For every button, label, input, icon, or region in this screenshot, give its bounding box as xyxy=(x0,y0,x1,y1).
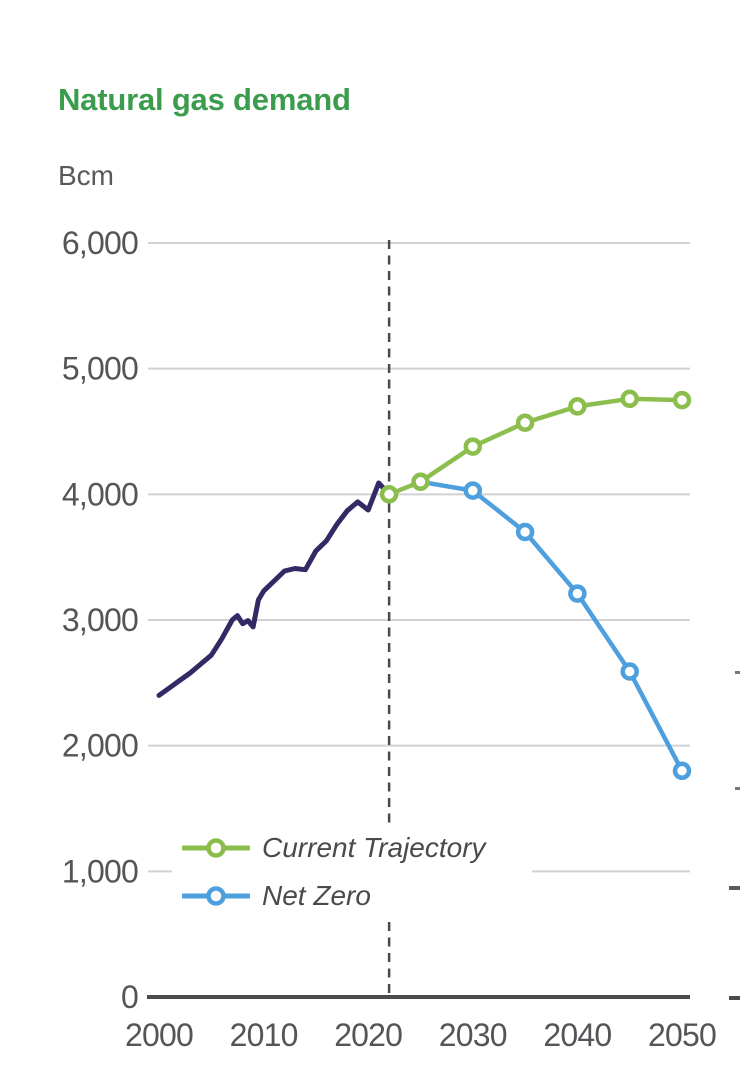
current-trajectory-data-point-marker xyxy=(515,413,535,432)
net-zero-data-point-marker xyxy=(568,584,587,603)
x-tick-label: 2020 xyxy=(334,1017,402,1053)
current-trajectory-line xyxy=(386,396,685,497)
historical-line xyxy=(156,480,392,698)
net-zero-data-point-marker xyxy=(515,522,535,542)
legend-item-current-trajectory: Current Trajectory xyxy=(182,826,532,870)
chart-title: Natural gas demand xyxy=(58,82,351,117)
current-trajectory-data-point-marker xyxy=(568,397,587,416)
y-tick-label: 2,000 xyxy=(62,728,138,764)
legend-item-net-zero: Net Zero xyxy=(182,874,532,918)
current-trajectory-data-point-marker xyxy=(463,437,483,456)
axis-unit-label: Bcm xyxy=(58,160,114,191)
x-tick-label: 2050 xyxy=(648,1017,716,1053)
current-trajectory-data-point-marker xyxy=(379,485,399,504)
legend-marker-current-trajectory xyxy=(182,838,250,858)
cropped-edge-mark xyxy=(729,996,740,1000)
cropped-edge-mark xyxy=(735,671,740,674)
y-tick-label: 5,000 xyxy=(62,351,138,387)
current-trajectory-data-point-marker xyxy=(411,472,430,492)
y-tick-label: 4,000 xyxy=(62,476,138,512)
cropped-edge-mark xyxy=(735,787,740,790)
legend-label: Net Zero xyxy=(262,880,371,911)
net-zero-data-point-marker xyxy=(463,481,483,500)
x-tick-label: 2010 xyxy=(230,1017,298,1053)
current-trajectory-data-point-marker xyxy=(620,389,639,409)
x-tick-label: 2040 xyxy=(543,1017,611,1053)
cropped-edge-mark xyxy=(729,886,740,890)
y-tick-label: 6,000 xyxy=(62,225,138,261)
y-tick-label: 3,000 xyxy=(62,602,138,638)
current-trajectory-data-point-marker xyxy=(672,390,692,410)
x-tick-label: 2030 xyxy=(439,1017,507,1053)
net-zero-data-point-marker xyxy=(672,761,692,781)
legend-label: Current Trajectory xyxy=(262,832,486,863)
legend-marker-net-zero xyxy=(182,886,250,906)
net-zero-data-point-marker xyxy=(620,662,639,681)
y-tick-label: 0 xyxy=(121,979,138,1015)
net-zero-line xyxy=(418,479,685,774)
y-tick-label: 1,000 xyxy=(62,853,138,889)
legend: Current Trajectory Net Zero xyxy=(172,824,532,920)
x-tick-label: 2000 xyxy=(125,1017,193,1053)
